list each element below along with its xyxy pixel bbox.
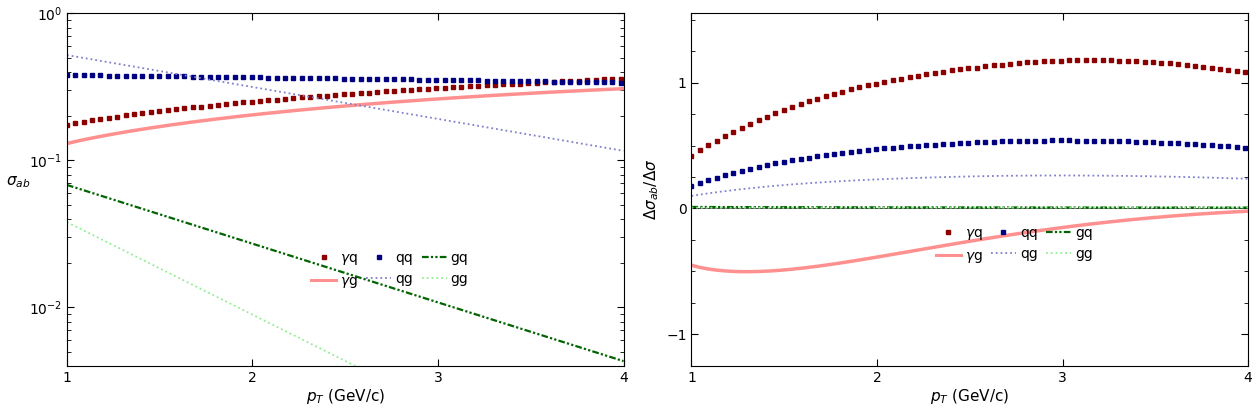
Legend: $\gamma$q, $\gamma$g, qq, qg, gq, gg: $\gamma$q, $\gamma$g, qq, qg, gq, gg — [930, 221, 1098, 271]
Y-axis label: $\Delta\sigma_{ab}/\Delta\sigma$: $\Delta\sigma_{ab}/\Delta\sigma$ — [642, 159, 660, 220]
X-axis label: $p_T$ (GeV/c): $p_T$ (GeV/c) — [930, 387, 1009, 407]
Legend: $\gamma$q, $\gamma$g, qq, qg, gq, gg: $\gamma$q, $\gamma$g, qq, qg, gq, gg — [306, 246, 474, 295]
X-axis label: $p_T$ (GeV/c): $p_T$ (GeV/c) — [306, 387, 385, 407]
Y-axis label: $\sigma_{ab}$: $\sigma_{ab}$ — [5, 174, 30, 190]
